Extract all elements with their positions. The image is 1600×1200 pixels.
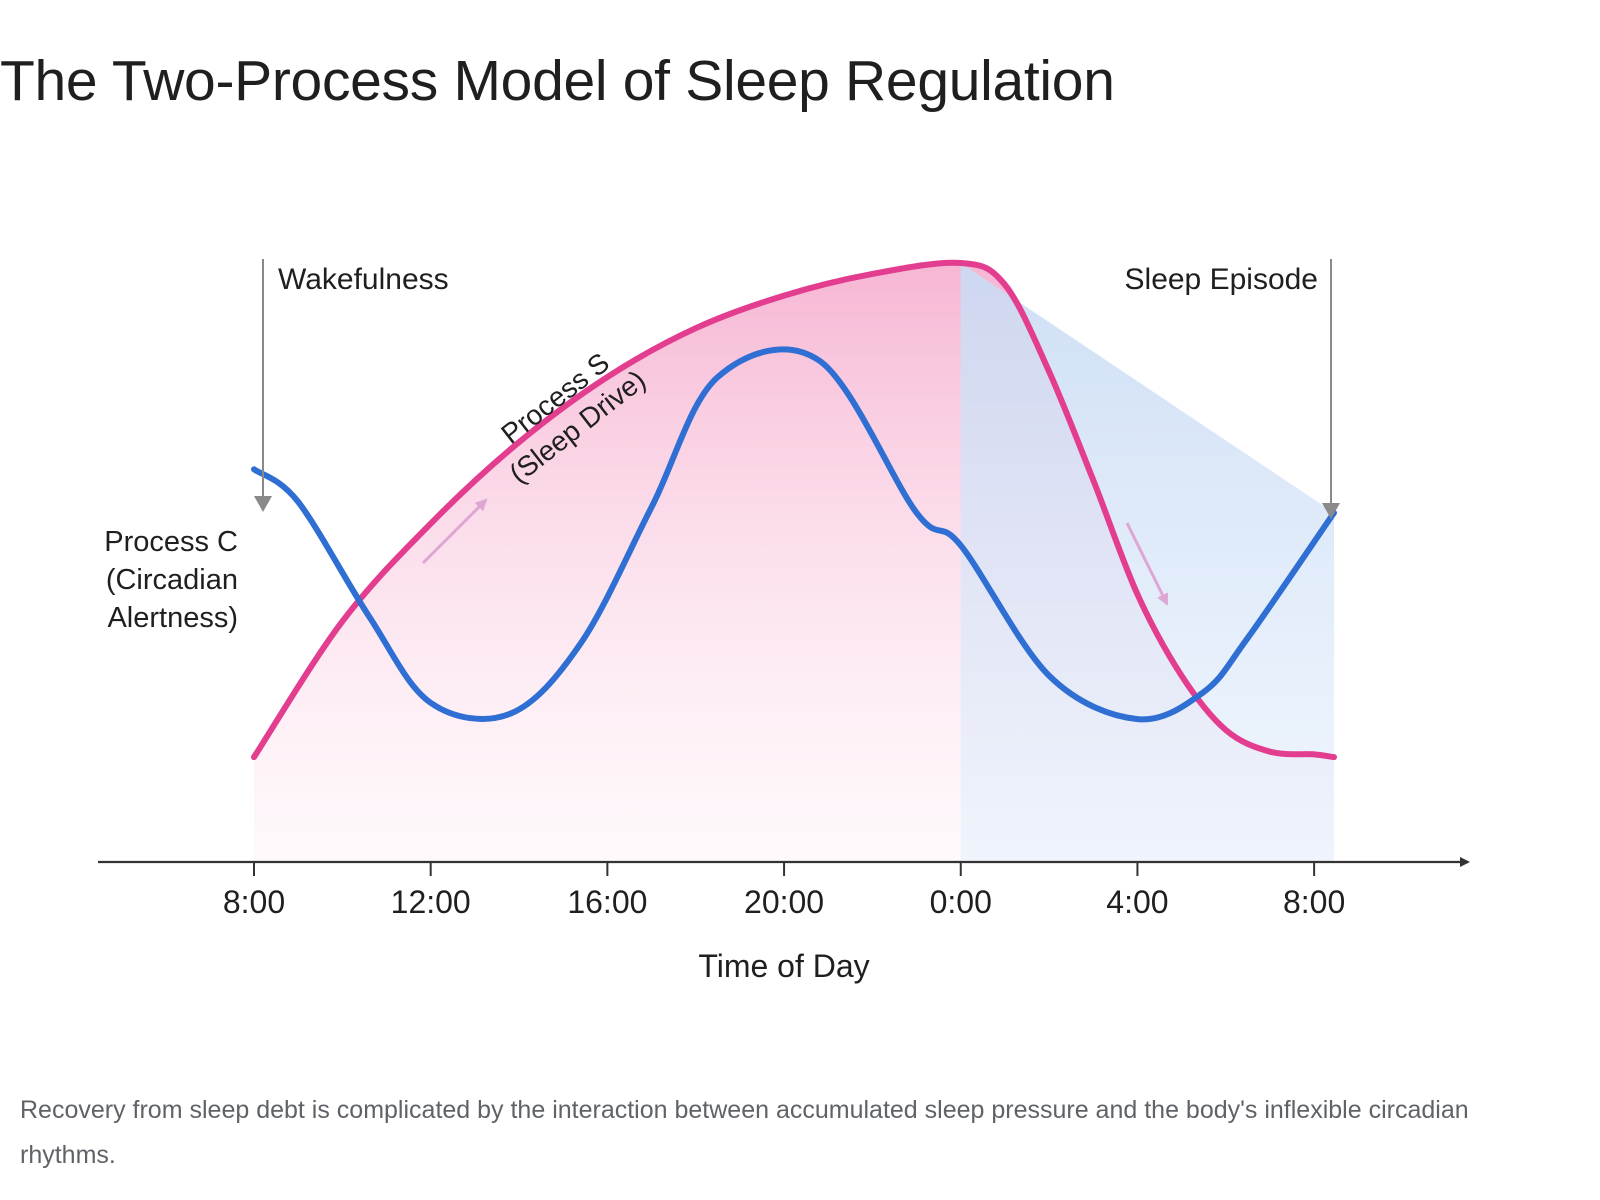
x-tick-label: 8:00 [223,884,285,920]
sleep-episode-label: Sleep Episode [1125,263,1318,296]
x-tick-label: 4:00 [1106,884,1168,920]
figure-caption: Recovery from sleep debt is complicated … [20,1096,1469,1169]
process-s-line [251,259,1337,761]
x-tick-label: 8:00 [1283,884,1345,920]
falling-trend-arrow [1125,522,1169,606]
page-title: The Two-Process Model of Sleep Regulatio… [0,49,1115,113]
process-c-label-line: Alertness) [107,602,238,634]
process-c-label-line: (Circadian [106,564,238,596]
wakefulness-label: Wakefulness [278,263,449,296]
x-axis-tick-labels: 8:00 12:00 16:00 20:00 0:00 4:00 8:00 [223,884,1345,920]
x-axis-ticks [253,862,1316,876]
x-tick-label: 20:00 [744,884,824,920]
rising-trend-arrow [421,498,488,565]
process-c-label: Process C (Circadian Alertness) [104,526,238,634]
x-tick-label: 0:00 [930,884,992,920]
sleep-episode-arrowhead-icon [1322,503,1340,519]
wakefulness-arrowhead-icon [254,496,272,512]
process-c-label-line: Process C [104,526,238,558]
process-c-line [251,346,1337,723]
x-tick-label: 16:00 [567,884,647,920]
x-axis-title: Time of Day [698,948,869,984]
x-tick-label: 12:00 [391,884,471,920]
